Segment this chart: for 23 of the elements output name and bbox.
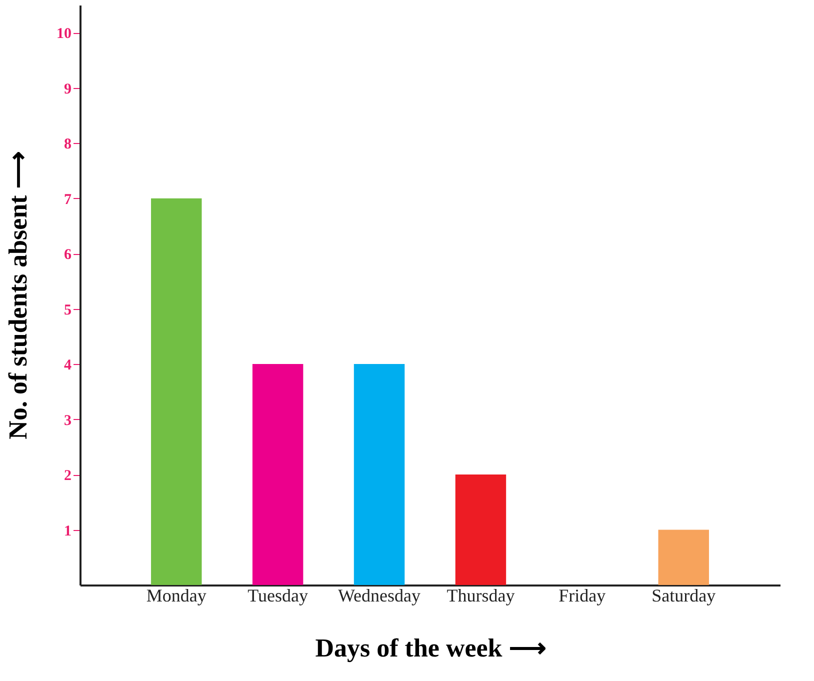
x-tick-label: Friday [558, 586, 606, 606]
y-tick-label: 9 [64, 81, 72, 98]
y-tick-label: 3 [64, 412, 72, 429]
x-tick-label: Monday [146, 586, 206, 606]
y-axis-title: No. of students absent ⟶ [4, 152, 32, 440]
y-tick-label: 8 [64, 136, 72, 153]
bar [455, 474, 506, 585]
y-tick-label: 4 [64, 358, 72, 374]
bar [151, 198, 202, 585]
y-tick-label: 6 [64, 247, 72, 264]
bar [354, 364, 405, 585]
y-tick-label: 7 [64, 192, 72, 208]
y-tick-label: 5 [64, 302, 72, 318]
y-tick-label: 1 [64, 523, 72, 540]
bar [252, 364, 304, 585]
y-tick-label: 2 [64, 468, 72, 484]
x-axis-title: Days of the week ⟶ [315, 634, 546, 662]
x-tick-label: Wednesday [338, 586, 421, 606]
bar [658, 530, 709, 585]
y-tick-label: 10 [56, 26, 72, 42]
x-tick-label: Saturday [652, 586, 716, 606]
x-tick-label: Tuesday [248, 586, 308, 606]
x-tick-label: Thursday [446, 586, 515, 606]
